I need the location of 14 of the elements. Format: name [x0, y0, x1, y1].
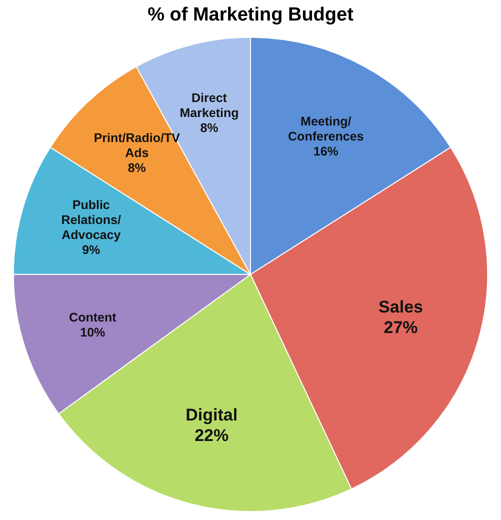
slice-label: Meeting/Conferences	[288, 114, 364, 144]
data-label: 16%	[313, 144, 338, 159]
slice-label: Content	[69, 310, 118, 325]
data-label: 8%	[128, 160, 146, 175]
chart-title: % of Marketing Budget	[148, 4, 354, 26]
slice-label: Direct Marketing	[180, 91, 239, 120]
data-label: 9%	[82, 243, 100, 258]
data-label: 8%	[200, 121, 218, 136]
slice-label: Sales	[378, 298, 423, 317]
data-label: 22%	[194, 426, 229, 445]
data-label: 10%	[80, 326, 106, 340]
slice-label: Digital	[186, 405, 238, 424]
data-label: 27%	[384, 318, 418, 337]
slice-label: Public Relations/Advocacy	[61, 198, 122, 242]
